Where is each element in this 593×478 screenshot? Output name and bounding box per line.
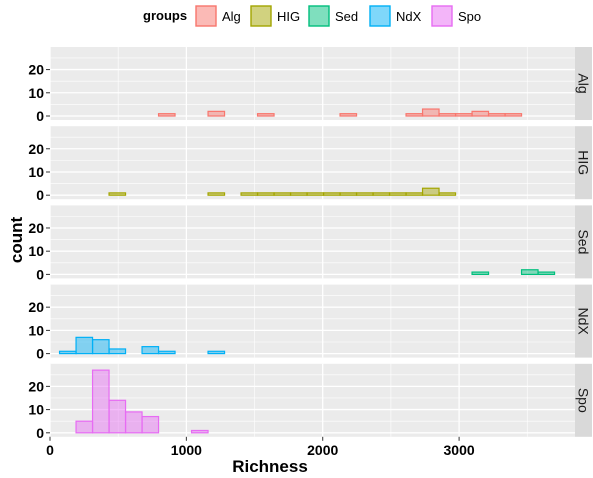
bar-hig	[388, 192, 407, 196]
legend-label-hig: HIG	[277, 9, 300, 24]
y-tick-label: 0	[36, 346, 44, 362]
bar-hig	[339, 192, 358, 196]
bar-hig	[372, 192, 391, 196]
legend-items: Alg HIG Sed NdX Spo	[195, 5, 481, 27]
bar-alg	[256, 113, 275, 117]
bar-hig	[306, 192, 325, 196]
bar-ndx	[141, 346, 160, 355]
bar-ndx	[91, 339, 110, 355]
legend: groups Alg HIG Sed NdX Spo	[143, 5, 481, 27]
bar-hig	[240, 192, 259, 196]
x-axis: 0 1000 2000 3000	[46, 436, 475, 458]
bar-hig	[289, 192, 308, 196]
y-tick-label: 20	[28, 299, 44, 315]
panel-background	[50, 284, 575, 358]
bar-alg	[157, 113, 176, 117]
y-tick-label: 0	[36, 108, 44, 124]
y-tick-label: 0	[36, 187, 44, 203]
bar-alg	[471, 110, 490, 117]
facet-strip-label: Alg	[576, 73, 592, 93]
x-tick-label: 0	[46, 442, 54, 458]
legend-label-spo: Spo	[458, 9, 481, 24]
y-tick-label: 20	[28, 62, 44, 78]
y-tick-label: 20	[28, 141, 44, 157]
y-tick-label: 10	[28, 85, 44, 101]
bar-sed	[520, 269, 539, 275]
bar-spo	[91, 369, 110, 434]
bar-hig	[273, 192, 292, 196]
facet-strip-label: Sed	[576, 229, 592, 254]
bar-spo	[75, 420, 94, 434]
bar-ndx	[108, 348, 127, 355]
bar-hig	[322, 192, 341, 196]
bar-alg	[339, 113, 358, 117]
bar-alg	[504, 113, 523, 117]
legend-key-ndx	[369, 5, 391, 27]
bar-sed	[471, 271, 490, 276]
bar-alg	[487, 113, 506, 117]
legend-title: groups	[143, 8, 187, 23]
x-axis-title: Richness	[232, 457, 308, 476]
bar-hig	[421, 187, 440, 196]
facet-strip	[575, 126, 592, 200]
legend-key-spo	[431, 5, 453, 27]
bar-hig	[108, 192, 127, 196]
facet-strip	[575, 47, 592, 120]
bar-spo	[190, 429, 209, 434]
bar-alg	[421, 108, 440, 117]
y-tick-label: 20	[28, 378, 44, 394]
legend-key-hig	[250, 5, 272, 27]
facet-panels: 0 10 20 Alg 0 10 20 HIG 0 10 20 Sed 0 10 20 NdX 0 10 20 Spo	[28, 47, 592, 441]
facet-strip	[575, 363, 592, 437]
legend-key-alg	[195, 5, 217, 27]
bar-ndx	[207, 350, 226, 355]
panel-background	[50, 126, 575, 200]
legend-label-alg: Alg	[222, 9, 241, 24]
facet-strip-label: HIG	[576, 150, 592, 175]
legend-label-ndx: NdX	[396, 9, 422, 24]
x-tick-label: 3000	[444, 442, 475, 458]
facet-panel-spo: 0 10 20 Spo	[28, 363, 592, 441]
bar-alg	[207, 110, 226, 117]
facet-strip-label: NdX	[576, 307, 592, 335]
x-tick-label: 1000	[171, 442, 202, 458]
panel-background	[50, 363, 575, 437]
bar-alg	[438, 113, 457, 117]
y-tick-label: 10	[28, 402, 44, 418]
facet-panel-ndx: 0 10 20 NdX	[28, 284, 592, 362]
bar-hig	[438, 192, 457, 196]
y-tick-label: 10	[28, 322, 44, 338]
y-tick-label: 0	[36, 425, 44, 441]
panel-background	[50, 47, 575, 120]
legend-label-sed: Sed	[335, 9, 358, 24]
y-tick-label: 0	[36, 266, 44, 282]
bar-spo	[124, 411, 143, 434]
legend-key-sed	[308, 5, 330, 27]
facet-panel-alg: 0 10 20 Alg	[28, 47, 592, 124]
bar-hig	[355, 192, 374, 196]
bar-hig	[207, 192, 226, 196]
bar-hig	[256, 192, 275, 196]
y-axis-title: count	[7, 217, 26, 264]
y-tick-label: 10	[28, 243, 44, 259]
facet-strip	[575, 284, 592, 358]
facet-strip-label: Spo	[576, 388, 592, 413]
bar-ndx	[58, 350, 77, 355]
bar-ndx	[75, 336, 94, 355]
facet-panel-sed: 0 10 20 Sed	[28, 205, 592, 282]
bar-hig	[405, 192, 424, 196]
panel-background	[50, 205, 575, 279]
bar-alg	[454, 113, 473, 117]
bar-sed	[537, 271, 556, 276]
y-tick-label: 10	[28, 164, 44, 180]
bar-spo	[141, 415, 160, 434]
y-tick-label: 20	[28, 220, 44, 236]
x-tick-label: 2000	[307, 442, 338, 458]
facet-panel-hig: 0 10 20 HIG	[28, 126, 592, 203]
bar-spo	[108, 399, 127, 434]
bar-alg	[405, 113, 424, 117]
facet-strip	[575, 205, 592, 279]
bar-ndx	[157, 350, 176, 355]
